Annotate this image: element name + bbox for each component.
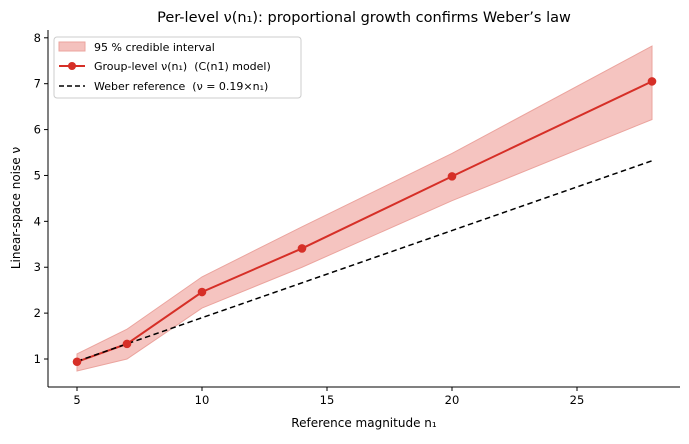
chart-title: Per-level ν(n₁): proportional growth con… xyxy=(157,10,571,26)
y-axis-label: Linear-space noise ν xyxy=(9,147,23,270)
y-tick-label: 4 xyxy=(34,214,41,228)
legend: 95 % credible interval Group-level ν(n₁)… xyxy=(53,36,302,99)
legend-marker-group xyxy=(68,62,76,70)
y-tick-label: 6 xyxy=(34,123,41,137)
group-level-point xyxy=(197,287,207,297)
legend-label-weber: Weber reference (ν = 0.19×n₁) xyxy=(94,80,268,93)
x-axis-label: Reference magnitude n₁ xyxy=(291,416,437,430)
plot-area xyxy=(72,45,657,372)
group-level-point xyxy=(72,357,82,367)
y-ticks: 1 2 3 4 5 6 7 8 xyxy=(34,31,48,366)
y-tick-label: 8 xyxy=(34,31,41,45)
x-tick-label: 10 xyxy=(195,393,210,407)
y-tick-label: 7 xyxy=(34,77,41,91)
group-level-line xyxy=(76,80,653,363)
group-level-point xyxy=(647,77,657,86)
x-tick-label: 25 xyxy=(570,393,585,407)
x-tick-label: 5 xyxy=(73,393,80,407)
group-level-point xyxy=(297,244,307,253)
y-tick-label: 3 xyxy=(34,260,41,274)
group-level-point xyxy=(122,339,132,349)
legend-label-group: Group-level ν(n₁) (C(n1) model) xyxy=(94,60,271,73)
group-level-point xyxy=(447,172,457,181)
y-tick-label: 5 xyxy=(34,168,41,182)
legend-swatch-ci xyxy=(58,41,86,52)
legend-label-ci: 95 % credible interval xyxy=(94,41,215,54)
x-tick-label: 20 xyxy=(445,393,460,407)
y-tick-label: 1 xyxy=(34,352,41,366)
y-tick-label: 2 xyxy=(34,306,41,320)
credible-interval-band xyxy=(76,45,653,372)
legend-box xyxy=(53,36,302,99)
x-tick-label: 15 xyxy=(320,393,335,407)
weber-reference-line xyxy=(76,160,653,363)
x-ticks: 5 10 15 20 25 xyxy=(73,387,584,407)
